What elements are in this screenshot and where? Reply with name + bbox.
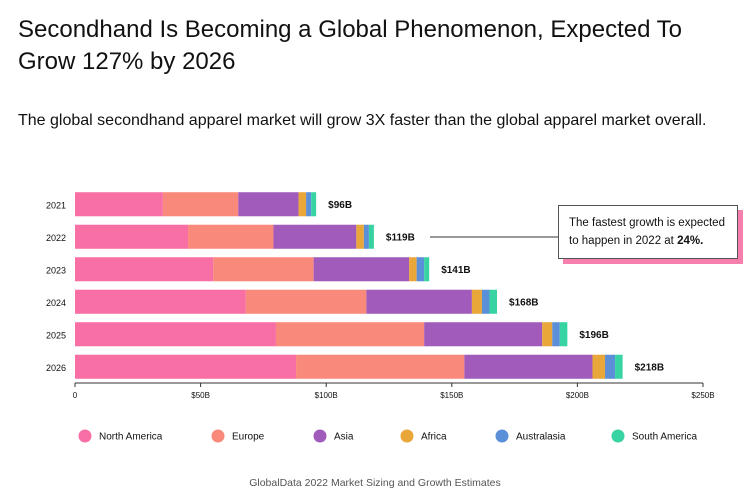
- bar-segment: [75, 289, 246, 314]
- legend-label: Africa: [421, 432, 447, 443]
- legend-label: Europe: [232, 432, 265, 443]
- legend-label: Asia: [334, 432, 354, 443]
- annotation-text: The fastest growth is expected to happen…: [569, 217, 725, 247]
- bar-segment: [471, 289, 482, 314]
- total-label: $119B: [386, 232, 415, 243]
- legend-swatch: [313, 429, 327, 443]
- total-label: $168B: [509, 297, 538, 308]
- total-label: $141B: [441, 265, 470, 276]
- bar-segment: [416, 257, 425, 282]
- legend-label: South America: [632, 432, 697, 443]
- bar-segment: [542, 322, 553, 347]
- y-tick-label: 2025: [46, 331, 66, 341]
- legend-swatch: [495, 429, 509, 443]
- x-tick-label: $50B: [191, 391, 210, 400]
- bar-segment: [356, 224, 364, 249]
- x-tick-label: $200B: [566, 391, 589, 400]
- legend-swatch: [400, 429, 414, 443]
- y-tick-label: 2026: [46, 363, 66, 373]
- bar-segment: [489, 289, 498, 314]
- legend-swatch: [611, 429, 625, 443]
- bar-segment: [188, 224, 274, 249]
- legend-label: North America: [99, 432, 163, 443]
- bar-segment: [75, 224, 189, 249]
- y-tick-label: 2021: [46, 201, 66, 211]
- bar-segment: [213, 257, 314, 282]
- bar-segment: [306, 192, 312, 217]
- bar-segment: [605, 354, 616, 379]
- bar-segment: [363, 224, 369, 249]
- bar-segment: [424, 257, 430, 282]
- total-label: $96B: [328, 200, 352, 211]
- bar-segment: [424, 322, 543, 347]
- x-tick-label: $100B: [315, 391, 338, 400]
- legend-label: Australasia: [516, 432, 566, 443]
- bar-segment: [409, 257, 417, 282]
- source: GlobalData 2022 Market Sizing and Growth…: [249, 477, 501, 489]
- bar-segment: [464, 354, 593, 379]
- legend-swatch: [78, 429, 92, 443]
- bar-segment: [75, 354, 297, 379]
- x-tick-label: $150B: [440, 391, 463, 400]
- bar-segment: [296, 354, 465, 379]
- bar-segment: [273, 224, 357, 249]
- bar-segment: [298, 192, 307, 217]
- bar-segment: [366, 289, 472, 314]
- bar-segment: [75, 192, 163, 217]
- bar-segment: [313, 257, 410, 282]
- bar-segment: [75, 322, 276, 347]
- bar-segment: [162, 192, 239, 217]
- chart-title: Secondhand Is Becoming a Global Phenomen…: [18, 16, 683, 75]
- bar-segment: [559, 322, 568, 347]
- y-tick-label: 2024: [46, 298, 66, 308]
- total-label: $196B: [579, 330, 608, 341]
- annotation: The fastest growth is expected to happen…: [558, 205, 738, 259]
- bar-segment: [552, 322, 560, 347]
- bar-segment: [75, 257, 214, 282]
- bar-segment: [275, 322, 425, 347]
- bar-segment: [615, 354, 623, 379]
- y-tick-label: 2023: [46, 266, 66, 276]
- chart-subtitle: The global secondhand apparel market wil…: [18, 112, 707, 129]
- bar-segment: [311, 192, 317, 217]
- y-tick-label: 2022: [46, 233, 66, 243]
- bar-segment: [245, 289, 367, 314]
- legend-swatch: [211, 429, 225, 443]
- bar-segment: [368, 224, 374, 249]
- annotation-highlight: 24%.: [677, 235, 704, 247]
- x-tick-label: 0: [73, 391, 78, 400]
- bar-segment: [238, 192, 299, 217]
- x-tick-label: $250B: [691, 391, 714, 400]
- total-label: $218B: [635, 362, 664, 373]
- bar-segment: [481, 289, 490, 314]
- bar-segment: [592, 354, 606, 379]
